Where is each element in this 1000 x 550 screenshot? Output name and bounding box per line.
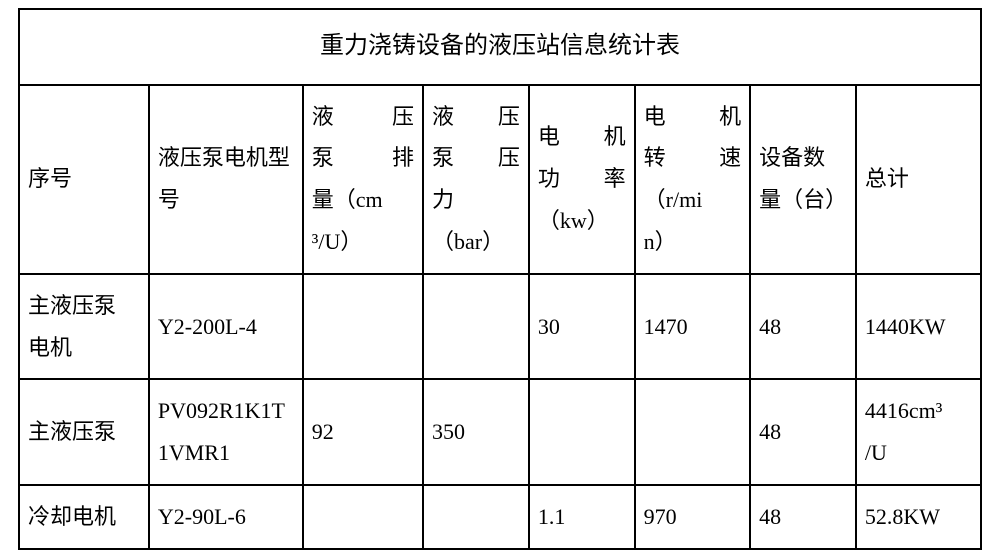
- stats-table: 重力浇铸设备的液压站信息统计表 序号 液压泵电机型号 液压 泵排 量（cm ³/…: [18, 8, 982, 550]
- header-line: 液压: [312, 96, 414, 138]
- header-line: 电机: [538, 116, 626, 158]
- header-line: 泵排: [312, 137, 414, 179]
- header-row: 序号 液压泵电机型号 液压 泵排 量（cm ³/U） 液压 泵压 力 （bar）…: [19, 85, 981, 274]
- cell-line: 4416cm³: [865, 390, 972, 432]
- cell-total: 52.8KW: [856, 485, 981, 549]
- cell-index: 冷却电机: [19, 485, 149, 549]
- cell-line: 电机: [28, 327, 140, 369]
- title-row: 重力浇铸设备的液压站信息统计表: [19, 9, 981, 85]
- cell-model: Y2-90L-6: [149, 485, 303, 549]
- cell-count: 48: [750, 274, 856, 380]
- header-line: ³/U）: [312, 221, 414, 263]
- col-header-power: 电机 功率 （kw）: [529, 85, 635, 274]
- cell-displacement: [303, 274, 423, 380]
- cell-power: 1.1: [529, 485, 635, 549]
- cell-line: PV092R1K1T: [158, 390, 294, 432]
- header-line: 转速: [644, 137, 741, 179]
- cell-count: 48: [750, 485, 856, 549]
- cell-model: Y2-200L-4: [149, 274, 303, 380]
- cell-speed: 970: [635, 485, 750, 549]
- cell-displacement: 92: [303, 379, 423, 485]
- cell-line: /U: [865, 432, 972, 474]
- cell-count: 48: [750, 379, 856, 485]
- col-header-count: 设备数量（台）: [750, 85, 856, 274]
- col-header-pressure: 液压 泵压 力 （bar）: [423, 85, 529, 274]
- cell-power: [529, 379, 635, 485]
- header-line: 功率: [538, 158, 626, 200]
- cell-line: 主液压泵: [28, 285, 140, 327]
- header-line: 电机: [644, 96, 741, 138]
- cell-model: PV092R1K1T 1VMR1: [149, 379, 303, 485]
- cell-index: 主液压泵: [19, 379, 149, 485]
- header-line: （kw）: [538, 200, 626, 242]
- cell-pressure: [423, 274, 529, 380]
- col-header-model: 液压泵电机型号: [149, 85, 303, 274]
- header-line: 液压: [432, 96, 520, 138]
- table-row: 主液压泵 电机 Y2-200L-4 30 1470 48 1440KW: [19, 274, 981, 380]
- table-container: { "table": { "title": "重力浇铸设备的液压站信息统计表",…: [0, 0, 1000, 546]
- table-title: 重力浇铸设备的液压站信息统计表: [19, 9, 981, 85]
- header-line: 泵压: [432, 137, 520, 179]
- cell-speed: [635, 379, 750, 485]
- cell-displacement: [303, 485, 423, 549]
- cell-total: 1440KW: [856, 274, 981, 380]
- cell-total: 4416cm³ /U: [856, 379, 981, 485]
- cell-index: 主液压泵 电机: [19, 274, 149, 380]
- cell-power: 30: [529, 274, 635, 380]
- cell-line: 1VMR1: [158, 432, 294, 474]
- header-line: 量（cm: [312, 179, 414, 221]
- header-line: （bar）: [432, 221, 520, 263]
- col-header-displacement: 液压 泵排 量（cm ³/U）: [303, 85, 423, 274]
- col-header-speed: 电机 转速 （r/mi n）: [635, 85, 750, 274]
- cell-pressure: [423, 485, 529, 549]
- cell-pressure: 350: [423, 379, 529, 485]
- header-line: n）: [644, 221, 741, 263]
- header-line: （r/mi: [644, 179, 741, 221]
- col-header-total: 总计: [856, 85, 981, 274]
- header-line: 力: [432, 179, 520, 221]
- table-row: 主液压泵 PV092R1K1T 1VMR1 92 350 48 4416cm³ …: [19, 379, 981, 485]
- table-row: 冷却电机 Y2-90L-6 1.1 970 48 52.8KW: [19, 485, 981, 549]
- col-header-index: 序号: [19, 85, 149, 274]
- cell-speed: 1470: [635, 274, 750, 380]
